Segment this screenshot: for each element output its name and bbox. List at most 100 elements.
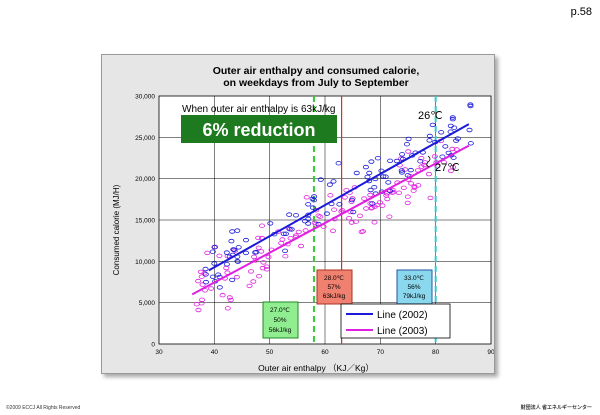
- data-point: [309, 205, 316, 210]
- data-point: [447, 168, 454, 173]
- data-point: [301, 218, 308, 224]
- y-tick-label: 5,000: [139, 300, 156, 307]
- data-point: [371, 184, 378, 190]
- data-point: [198, 274, 205, 279]
- legend: Line (2002) Line (2003): [340, 303, 451, 339]
- x-tick-label: 80: [432, 349, 440, 356]
- axis-ticks: 30 40 50 60 70 80 90 0 5,000 10,000 15,000 20,000 25…: [135, 94, 494, 357]
- condition-box-27c-line1: 27.0℃: [270, 307, 291, 314]
- data-point: [449, 116, 456, 122]
- data-point: [350, 209, 357, 215]
- data-point: [242, 237, 249, 243]
- data-point: [398, 170, 405, 175]
- data-point: [229, 277, 236, 283]
- data-point: [390, 189, 397, 195]
- data-point: [407, 167, 414, 173]
- data-point: [242, 250, 249, 256]
- data-point: [417, 158, 424, 164]
- data-point: [209, 249, 216, 254]
- data-point: [404, 194, 411, 199]
- data-points: [193, 102, 474, 313]
- data-point: [305, 202, 312, 207]
- data-point: [227, 297, 234, 303]
- data-point: [252, 258, 259, 263]
- data-point: [364, 174, 371, 180]
- data-point: [331, 207, 338, 212]
- headline-annotation: When outer air enthalpy is 63kJ/kg: [182, 104, 335, 115]
- data-point: [292, 213, 299, 218]
- data-point: [305, 216, 312, 222]
- legend-label-2002: Line (2002): [377, 310, 428, 321]
- data-point: [431, 154, 438, 159]
- data-point: [258, 223, 265, 228]
- data-point: [329, 228, 336, 233]
- condition-box-27c-line3: 56kJ/kg: [269, 327, 292, 334]
- data-point: [335, 160, 342, 166]
- condition-box-27c: 27.0℃ 50% 56kJ/kg: [262, 301, 299, 339]
- reduction-text: 6% reduction: [202, 120, 315, 140]
- data-point: [234, 258, 241, 264]
- footer-organization: 財団法人 省エネルギーセンター: [520, 405, 592, 411]
- data-point: [282, 253, 289, 259]
- page-number: p.58: [570, 6, 592, 18]
- x-tick-label: 50: [266, 349, 274, 356]
- data-point: [345, 216, 352, 221]
- data-point: [317, 214, 324, 219]
- data-point: [411, 184, 418, 189]
- data-point: [454, 136, 461, 141]
- data-point: [341, 195, 348, 200]
- data-point: [234, 259, 241, 264]
- condition-box-28c: 28.0℃ 57% 63kJ/kg: [316, 269, 353, 305]
- data-point: [402, 167, 409, 172]
- condition-box-33c-line2: 56%: [407, 284, 420, 291]
- data-point: [359, 229, 366, 234]
- data-point: [418, 155, 425, 161]
- data-point: [387, 158, 394, 163]
- data-point: [219, 292, 226, 298]
- trend-line: [208, 123, 470, 272]
- data-point: [399, 152, 406, 157]
- data-point: [356, 213, 363, 218]
- data-point: [439, 154, 446, 159]
- footer-copyright: ©2009 ECCJ All Rights Reserved: [6, 405, 81, 411]
- data-point: [371, 220, 378, 225]
- data-point: [361, 196, 368, 201]
- data-point: [404, 200, 411, 206]
- data-point: [253, 249, 260, 255]
- data-point: [204, 250, 211, 256]
- data-point: [425, 171, 432, 177]
- x-tick-label: 40: [211, 349, 219, 356]
- data-point: [467, 141, 474, 146]
- data-point: [223, 262, 230, 267]
- data-point: [393, 158, 400, 164]
- data-point: [400, 185, 407, 190]
- data-point: [376, 200, 383, 205]
- y-tick-label: 10,000: [135, 259, 155, 266]
- condition-box-33c-line3: 79kJ/kg: [403, 293, 426, 300]
- data-point: [286, 212, 293, 217]
- data-point: [385, 180, 392, 185]
- data-point: [209, 274, 216, 279]
- data-point: [330, 179, 337, 184]
- data-point: [387, 188, 394, 194]
- data-point: [280, 231, 287, 236]
- data-point: [383, 193, 390, 198]
- data-point: [202, 272, 209, 277]
- trend-lines: [191, 123, 470, 296]
- data-point: [303, 195, 310, 200]
- data-point: [447, 123, 454, 129]
- data-point: [193, 301, 200, 307]
- condition-box-28c-line2: 57%: [327, 284, 340, 291]
- data-point: [450, 164, 457, 170]
- data-point: [369, 201, 376, 206]
- data-point: [255, 235, 262, 241]
- data-point: [407, 181, 414, 186]
- data-point: [288, 227, 295, 232]
- y-tick-label: 0: [151, 342, 155, 349]
- data-point: [467, 103, 474, 109]
- data-point: [367, 192, 374, 198]
- data-point: [231, 247, 238, 252]
- data-point: [405, 149, 412, 154]
- data-point: [353, 170, 360, 176]
- data-point: [442, 144, 449, 149]
